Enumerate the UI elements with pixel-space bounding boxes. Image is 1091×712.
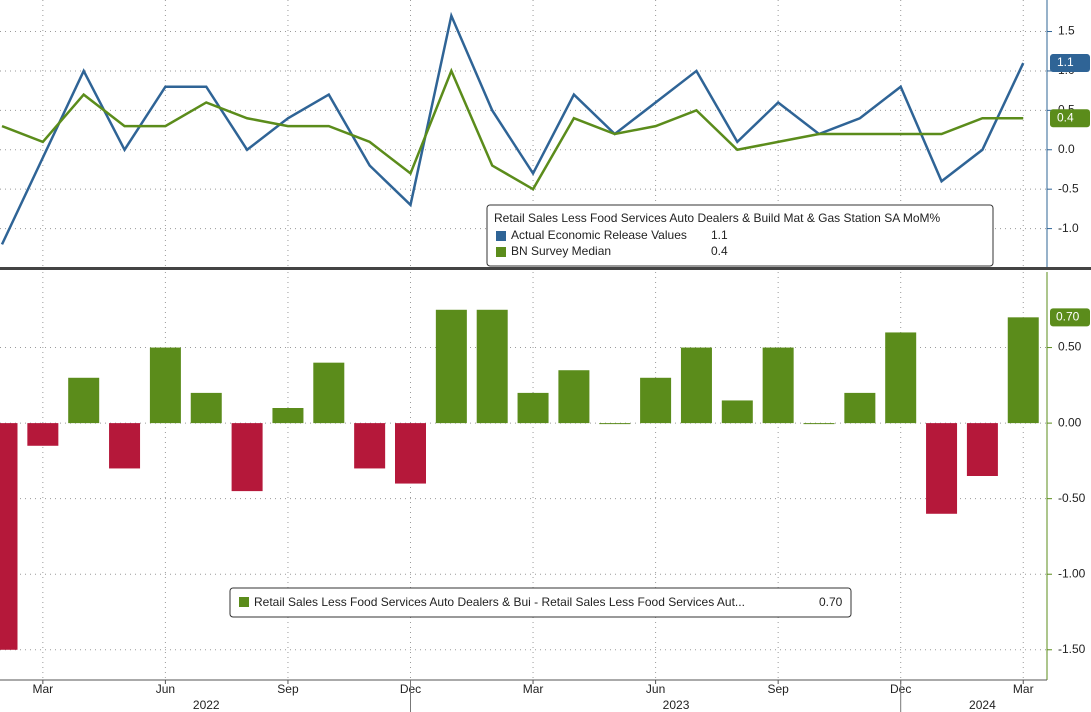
year-label: 2024	[969, 698, 996, 712]
bar	[313, 362, 345, 424]
x-tick-label: Mar	[1013, 682, 1034, 696]
legend-label: Retail Sales Less Food Services Auto Dea…	[254, 595, 745, 609]
panel-separator	[0, 267, 1091, 270]
value-tag	[1050, 308, 1090, 327]
bar	[231, 423, 263, 492]
bar	[0, 423, 18, 650]
x-tick-label: Mar	[33, 682, 54, 696]
bar	[517, 392, 549, 424]
bar	[190, 392, 222, 424]
bar	[599, 423, 631, 425]
bar	[149, 347, 181, 424]
x-tick-label: Sep	[277, 682, 299, 696]
bar	[272, 408, 304, 424]
y-tick-label: 0.50	[1058, 340, 1082, 354]
year-label: 2023	[663, 698, 690, 712]
y-tick-label: 0.00	[1058, 415, 1082, 429]
legend-label: BN Survey Median	[511, 244, 611, 258]
bar	[1007, 317, 1039, 424]
x-tick-label: Mar	[523, 682, 544, 696]
bar	[680, 347, 712, 424]
y-tick-label: -1.00	[1058, 566, 1086, 580]
bar	[354, 423, 386, 469]
value-tag	[1050, 109, 1090, 128]
legend-value: 0.4	[711, 244, 728, 258]
year-label: 2022	[193, 698, 220, 712]
legend-box	[229, 587, 852, 618]
bar	[640, 377, 672, 424]
bar	[926, 423, 958, 514]
y-tick-label: 0.0	[1058, 142, 1075, 156]
bar	[966, 423, 998, 476]
value-tag	[1050, 54, 1090, 73]
value-tag-label: 1.1	[1057, 55, 1074, 69]
legend-label: Actual Economic Release Values	[511, 228, 687, 242]
bar	[885, 332, 917, 424]
y-tick-label: -1.50	[1058, 642, 1086, 656]
legend-swatch	[239, 597, 249, 607]
legend-title: Retail Sales Less Food Services Auto Dea…	[494, 211, 941, 225]
legend-swatch	[496, 247, 506, 257]
x-tick-label: Jun	[646, 682, 665, 696]
legend-value: 0.70	[819, 595, 843, 609]
x-tick-label: Sep	[767, 682, 789, 696]
bar	[109, 423, 141, 469]
value-tag-label: 0.70	[1056, 310, 1080, 324]
legend-box	[486, 204, 994, 267]
y-tick-label: 1.5	[1058, 24, 1075, 38]
bar	[395, 423, 426, 484]
line-series	[0, 11, 1025, 245]
y-tick-label: -0.5	[1058, 181, 1079, 195]
legend-swatch	[496, 231, 506, 241]
bar	[558, 370, 590, 424]
bar	[803, 423, 835, 425]
legend-value: 1.1	[711, 228, 728, 242]
value-tag-label: 0.4	[1057, 110, 1074, 124]
bar	[435, 309, 467, 424]
y-tick-label: -0.50	[1058, 491, 1086, 505]
bar	[27, 423, 59, 446]
bar	[68, 377, 100, 424]
line-series	[1, 67, 1024, 191]
bar	[721, 400, 753, 424]
x-tick-label: Jun	[156, 682, 175, 696]
y-tick-label: -1.0	[1058, 221, 1079, 235]
bar	[762, 347, 794, 424]
bar	[844, 392, 876, 424]
bar	[476, 309, 508, 424]
